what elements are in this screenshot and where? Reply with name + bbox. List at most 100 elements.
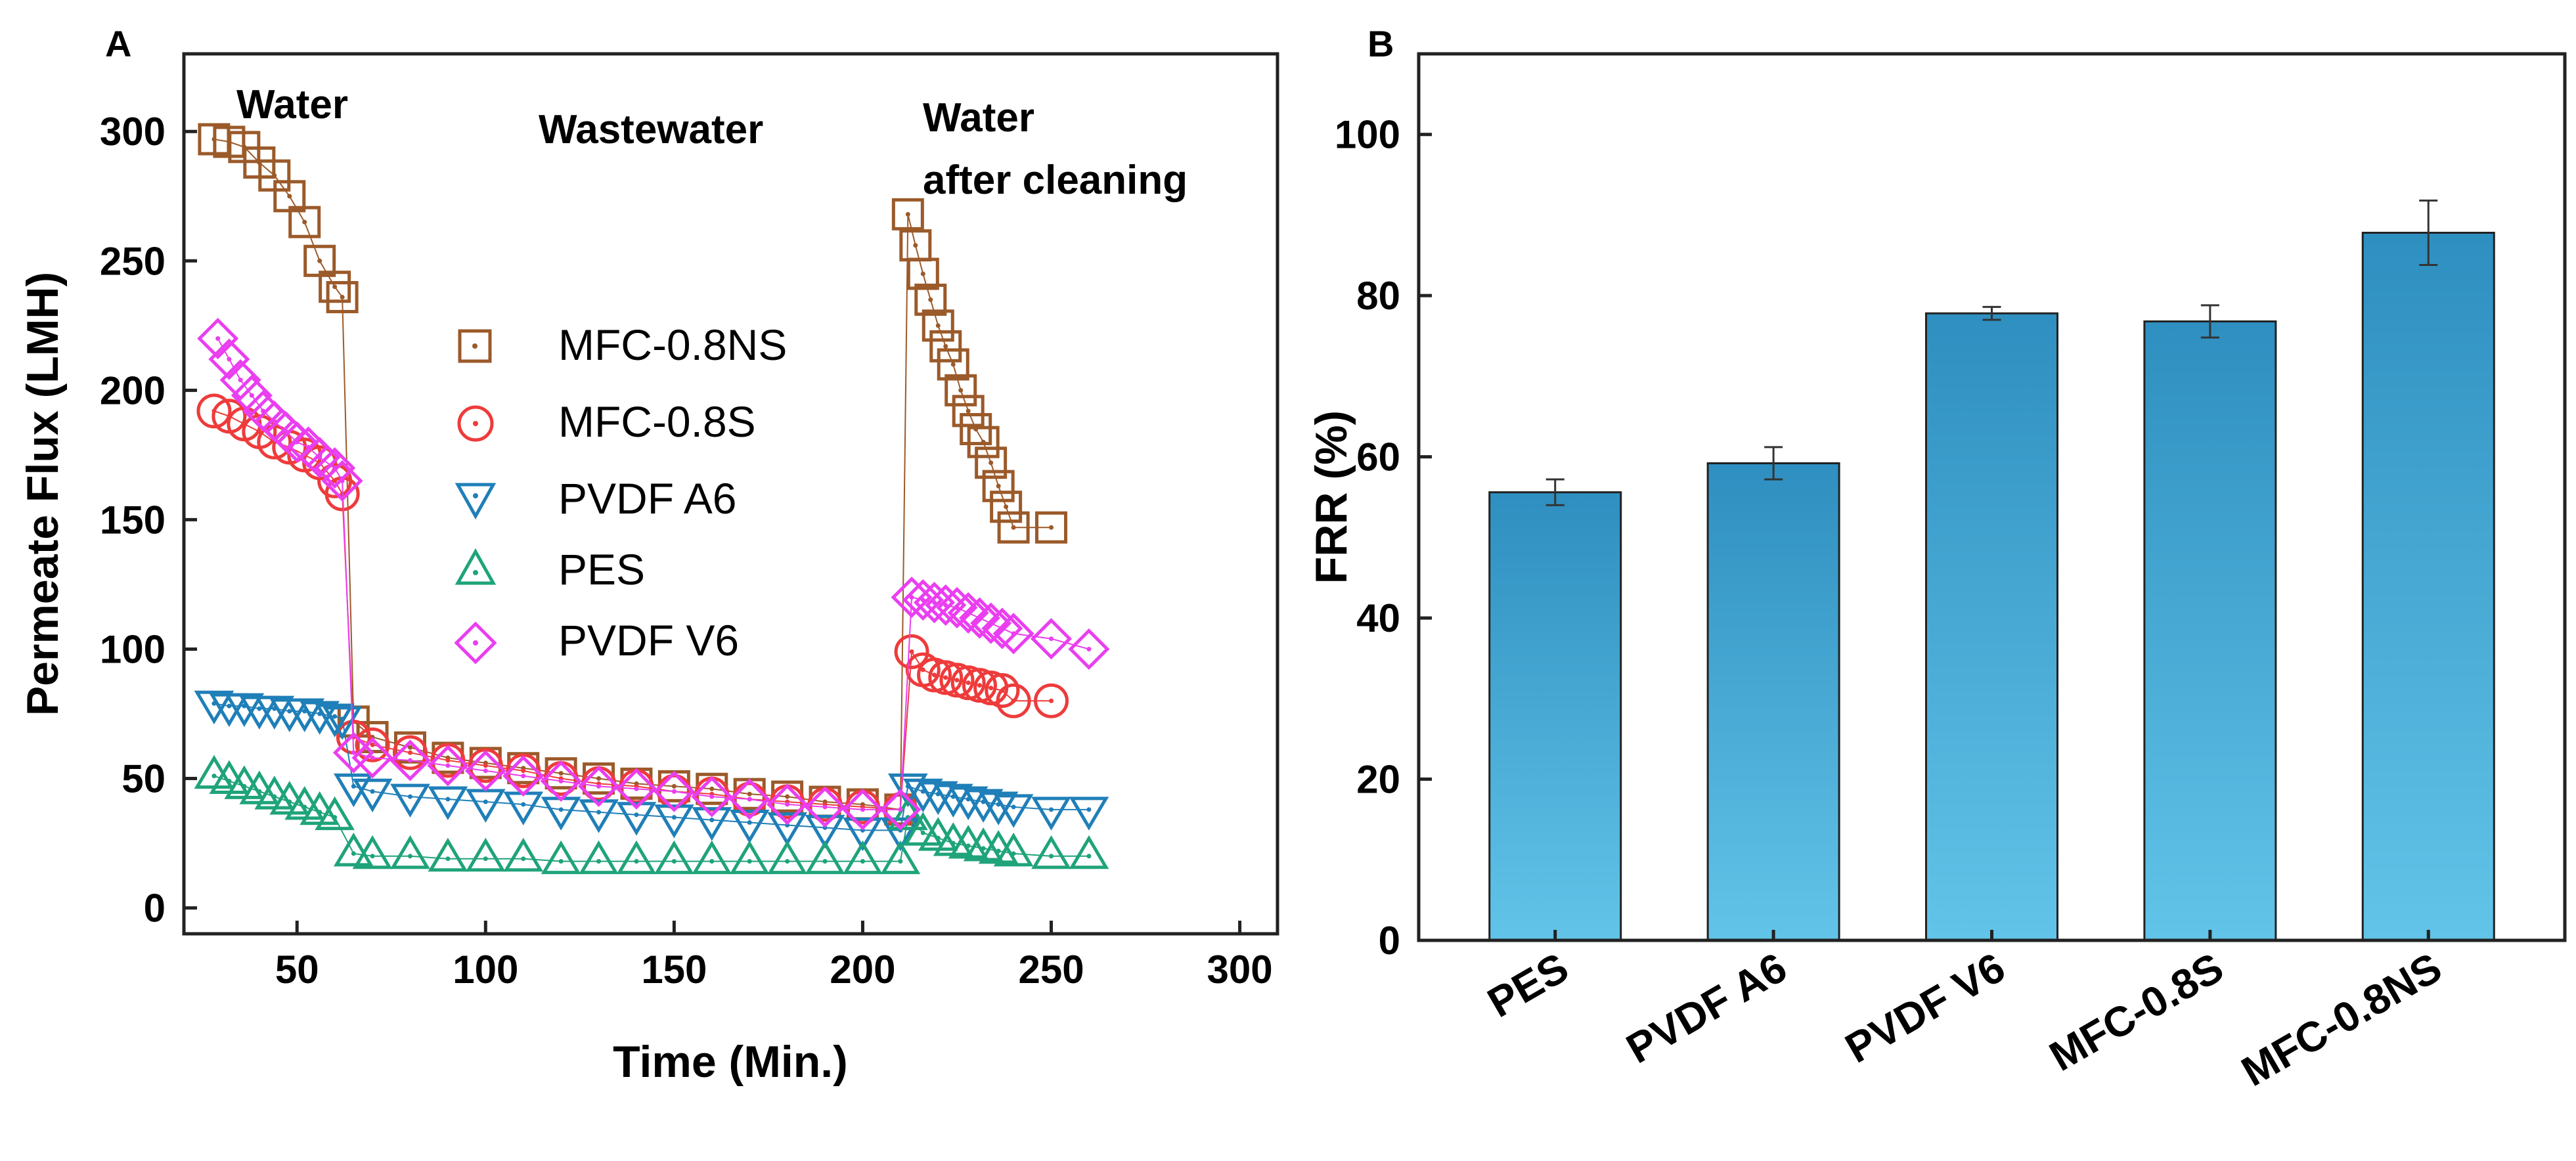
data-point-pvdf-a6-dot [747, 820, 752, 825]
data-point-pvdf-v6-dot [860, 807, 865, 812]
data-point-mfc-0.8s [1034, 683, 1069, 718]
data-point-pvdf-v6 [691, 776, 733, 818]
data-point-pvdf-a6-dot [227, 703, 232, 709]
data-point-pvdf-v6 [913, 581, 956, 624]
x-tick-label: 300 [1207, 948, 1273, 992]
bar-mfc-0.8s [2143, 320, 2277, 942]
panel-b-frr-chart: B 0 20 40 60 80 100 PES PVDF A6 PVDF V6 MFC-0.8S… [1306, 23, 2567, 1095]
data-point-pvdf-a6-dot [351, 783, 356, 789]
data-point-pvdf-a6 [843, 817, 883, 852]
error-bar-pvdf-v6 [1982, 305, 2001, 321]
data-point-pvdf-a6 [963, 789, 1004, 823]
data-point-pvdf-a6-dot [521, 802, 526, 807]
data-point-pvdf-v6 [578, 765, 620, 807]
data-point-pes [1069, 835, 1109, 869]
legend-triangle-up-icon-dot [473, 570, 478, 575]
data-point-mfc-0.8s-dot [920, 667, 925, 672]
data-point-pes [428, 837, 468, 872]
data-point-mfc-0.8ns-dot [958, 387, 964, 393]
data-point-pvdf-a6 [579, 799, 619, 833]
data-point-pvdf-a6-dot [340, 716, 345, 722]
legend-square-icon-dot [472, 343, 477, 349]
legend-circle-icon-dot [473, 421, 478, 426]
data-point-pvdf-a6-dot [257, 706, 262, 711]
data-point-pes-dot [257, 789, 262, 794]
data-point-pvdf-a6-dot [287, 709, 292, 714]
data-point-pvdf-a6 [880, 817, 921, 852]
data-point-mfc-0.8ns-dot [558, 771, 564, 776]
x-tick-label: 150 [641, 948, 707, 992]
data-point-mfc-0.8ns-dot [1011, 525, 1016, 530]
panel-a-plot-frame [182, 52, 1279, 936]
data-point-pes-dot [920, 830, 925, 835]
data-point-mfc-0.8ns [990, 491, 1023, 523]
data-point-mfc-0.8ns [326, 280, 359, 313]
data-point-pvdf-a6 [284, 698, 325, 732]
data-point-pvdf-v6 [231, 374, 273, 416]
data-point-pvdf-v6-dot [558, 778, 564, 783]
data-point-mfc-0.8ns-dot [981, 439, 986, 445]
data-point-pes-dot [596, 859, 602, 864]
data-point-pvdf-v6-dot [227, 357, 232, 362]
data-point-mfc-0.8ns [975, 447, 1008, 479]
legend-item-pvdf-v6: PVDF V6 [454, 616, 739, 665]
data-point-mfc-0.8ns-dot [302, 219, 307, 225]
data-point-mfc-0.8ns [982, 470, 1015, 502]
x-tick-label-pes: PES [1480, 944, 1576, 1026]
x-tick-label-mfc-0.8s: MFC-0.8S [2041, 944, 2231, 1080]
data-point-pvdf-v6 [1068, 628, 1110, 670]
x-tick-label: 250 [1018, 948, 1084, 992]
data-point-mfc-0.8s-dot [977, 683, 982, 688]
data-point-pvdf-a6 [1069, 797, 1109, 831]
x-tick-label-pvdf-v6: PVDF V6 [1837, 944, 2012, 1072]
data-point-pvdf-v6 [276, 421, 318, 463]
data-point-pvdf-v6-dot [445, 763, 451, 768]
data-point-mfc-0.8ns [929, 330, 962, 362]
data-point-pes [654, 840, 694, 875]
data-point-mfc-0.8ns-dot [988, 460, 994, 466]
data-point-mfc-0.8ns-dot [920, 271, 925, 276]
data-point-pes-dot [211, 774, 217, 779]
data-point-pes [767, 840, 808, 875]
data-point-pvdf-v6 [891, 577, 933, 619]
legend-item-pvdf-a6: PVDF A6 [455, 474, 736, 523]
data-point-pvdf-a6-dot [483, 799, 488, 804]
data-point-pes-dot [1049, 854, 1054, 859]
data-point-mfc-0.8ns-dot [1004, 504, 1009, 510]
data-point-pes [390, 835, 430, 869]
y-tick-label: 60 [1356, 435, 1400, 479]
legend-diamond-icon [454, 621, 497, 665]
data-point-mfc-0.8ns-dot [332, 284, 338, 290]
data-point-mfc-0.8ns-dot [272, 173, 277, 178]
data-point-mfc-0.8ns-dot [407, 745, 412, 750]
data-point-mfc-0.8ns-dot [596, 776, 602, 781]
data-point-pes [729, 840, 770, 875]
legend-label-mfc-0.8s: MFC-0.8S [558, 397, 756, 446]
data-point-pes-dot [558, 859, 564, 864]
data-point-pes-dot [242, 783, 247, 789]
data-point-pvdf-v6 [728, 778, 770, 820]
data-point-pes-dot [332, 815, 338, 820]
data-point-pvdf-a6-dot [1011, 804, 1016, 810]
data-point-mfc-0.8ns-dot [928, 297, 933, 302]
data-point-pvdf-a6-dot [596, 810, 602, 815]
data-point-pvdf-a6-dot [370, 789, 375, 794]
data-point-pes [616, 840, 657, 875]
data-point-pes-dot [351, 851, 356, 856]
legend-circle-icon [457, 405, 494, 442]
data-point-pvdf-a6 [428, 786, 468, 820]
data-point-pes [465, 837, 506, 872]
data-point-pvdf-v6 [947, 592, 989, 634]
data-point-mfc-0.8s [468, 748, 503, 783]
data-point-mfc-0.8s-dot [909, 649, 914, 654]
data-point-mfc-0.8s-dot [932, 672, 937, 678]
legend-label-pvdf-v6: PVDF V6 [558, 616, 739, 665]
data-point-pvdf-v6-dot [898, 807, 903, 812]
data-point-pvdf-v6-dot [1011, 631, 1016, 636]
data-point-pes-dot [1086, 854, 1092, 859]
data-point-pvdf-a6 [805, 814, 845, 849]
data-point-mfc-0.8s [732, 781, 767, 817]
y-tick-label: 20 [1356, 758, 1400, 802]
data-point-pes-dot [747, 859, 752, 864]
data-point-pvdf-v6 [208, 338, 250, 380]
